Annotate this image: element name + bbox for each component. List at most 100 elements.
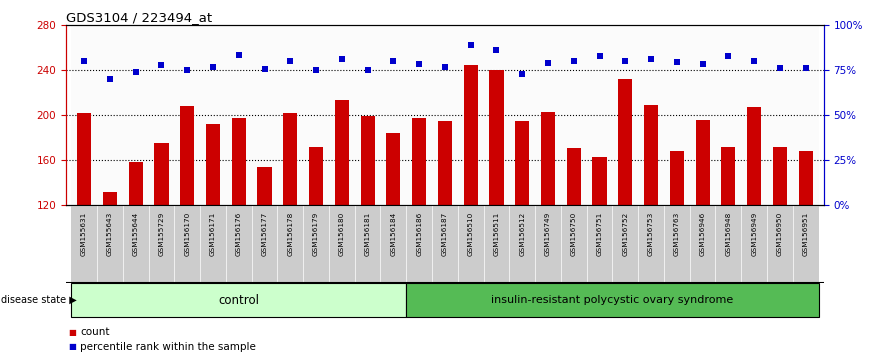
Bar (566, 148, 581, 205)
Bar (71, 25, 97, 205)
Bar (200, 205, 226, 283)
Point (412, 62, 426, 67)
Bar (715, 25, 741, 205)
Point (644, 56, 658, 62)
Point (180, 67, 194, 73)
Text: GSM156181: GSM156181 (365, 212, 371, 256)
Point (386, 58, 400, 64)
Text: insulin-resistant polycystic ovary syndrome: insulin-resistant polycystic ovary syndr… (492, 295, 734, 305)
Bar (149, 25, 174, 205)
Bar (355, 205, 381, 283)
Bar (406, 25, 432, 205)
Text: disease state ▶: disease state ▶ (1, 295, 77, 305)
Point (566, 58, 581, 64)
Bar (97, 205, 122, 283)
Text: GSM156179: GSM156179 (313, 212, 319, 256)
Bar (664, 205, 690, 283)
Bar (278, 205, 303, 283)
Text: GSM155643: GSM155643 (107, 212, 113, 256)
Bar (458, 25, 484, 205)
Bar (122, 25, 149, 205)
Bar (381, 25, 406, 205)
Bar (587, 25, 612, 205)
Point (283, 58, 297, 64)
Bar (561, 205, 587, 283)
Text: percentile rank within the sample: percentile rank within the sample (80, 342, 256, 352)
Text: GSM156753: GSM156753 (648, 212, 654, 256)
Bar (432, 25, 458, 205)
Bar (484, 205, 509, 283)
Text: GSM156948: GSM156948 (725, 212, 731, 256)
Text: GSM156946: GSM156946 (700, 212, 706, 256)
Bar (149, 205, 174, 283)
Bar (747, 107, 761, 205)
Bar (767, 25, 793, 205)
Point (696, 62, 710, 67)
Bar (226, 205, 252, 283)
Point (515, 72, 529, 77)
Bar (329, 205, 355, 283)
Point (232, 52, 246, 58)
Bar (432, 205, 458, 283)
Text: ■: ■ (68, 342, 76, 352)
Bar (252, 205, 278, 283)
Bar (97, 25, 122, 205)
Text: GSM156176: GSM156176 (236, 212, 241, 256)
Text: GSM156177: GSM156177 (262, 212, 268, 256)
Point (438, 64, 452, 69)
Bar (103, 192, 117, 205)
Bar (793, 205, 818, 283)
Point (129, 69, 143, 75)
Text: GSM156752: GSM156752 (622, 212, 628, 256)
Bar (561, 25, 587, 205)
Bar (412, 119, 426, 205)
Bar (509, 205, 535, 283)
Text: control: control (218, 293, 259, 307)
Bar (381, 205, 406, 283)
Bar (793, 25, 818, 205)
Text: GSM156949: GSM156949 (751, 212, 757, 256)
Bar (767, 205, 793, 283)
Bar (670, 151, 684, 205)
Bar (226, 25, 252, 205)
Bar (638, 25, 664, 205)
Bar (360, 116, 374, 205)
Point (206, 64, 220, 69)
Bar (741, 25, 767, 205)
Bar (71, 205, 97, 283)
Point (77, 58, 91, 64)
Text: GSM156950: GSM156950 (777, 212, 783, 256)
Point (670, 59, 684, 65)
Bar (200, 25, 226, 205)
Bar (129, 162, 143, 205)
Bar (232, 119, 246, 205)
Bar (541, 112, 555, 205)
Text: GSM156170: GSM156170 (184, 212, 190, 256)
Bar (612, 25, 638, 205)
Bar (484, 25, 509, 205)
Bar (463, 65, 478, 205)
Bar (303, 205, 329, 283)
Text: GSM155631: GSM155631 (81, 212, 87, 256)
Bar (174, 205, 200, 283)
Bar (252, 25, 278, 205)
Bar (535, 205, 561, 283)
Bar (664, 25, 690, 205)
Text: GSM156749: GSM156749 (545, 212, 551, 256)
Point (618, 58, 633, 64)
Point (490, 47, 504, 52)
Bar (798, 151, 813, 205)
Bar (122, 205, 149, 283)
Bar (329, 25, 355, 205)
Text: GSM156178: GSM156178 (287, 212, 293, 256)
Bar (618, 79, 633, 205)
Text: GSM155644: GSM155644 (133, 212, 138, 256)
Bar (509, 25, 535, 205)
Point (103, 76, 117, 82)
Point (154, 63, 168, 68)
Bar (438, 121, 452, 205)
Bar (722, 147, 736, 205)
Bar (644, 105, 658, 205)
Point (799, 65, 813, 70)
Bar (741, 205, 767, 283)
